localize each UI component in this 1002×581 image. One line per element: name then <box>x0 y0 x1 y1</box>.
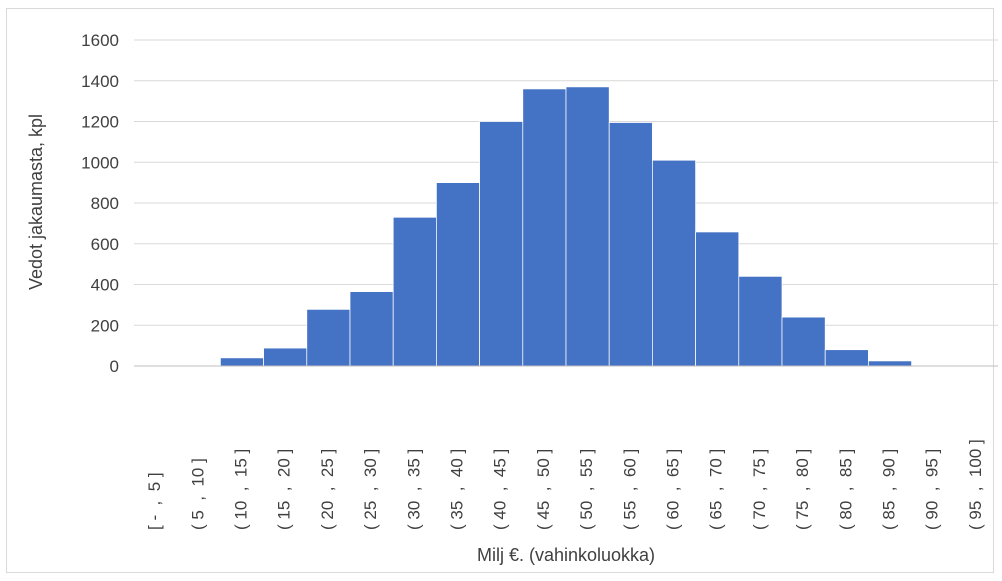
bar <box>781 316 826 367</box>
x-tick-label: ( 25 , 30 ] <box>361 449 380 530</box>
x-tick-label: ( 85 , 90 ] <box>879 449 898 530</box>
x-tick-label: [ - , 5 ] <box>145 472 164 530</box>
y-tick-label: 0 <box>110 357 119 376</box>
bar <box>392 216 437 367</box>
x-tick-label: ( 75 , 80 ] <box>793 449 812 530</box>
bar <box>824 349 869 367</box>
x-tick-label: ( 70 , 75 ] <box>750 449 769 530</box>
y-tick-label: 600 <box>91 235 119 254</box>
bar <box>436 182 480 367</box>
y-tick-label: 1400 <box>81 72 119 91</box>
x-tick-label: ( 30 , 35 ] <box>404 449 423 530</box>
bar <box>608 122 653 367</box>
y-tick-labels: 0 200 400 600 800 1000 1200 1400 1600 <box>81 31 119 376</box>
x-tick-label: ( 80 , 85 ] <box>836 449 855 530</box>
bars <box>220 86 912 367</box>
bar <box>349 291 394 367</box>
bar <box>220 357 264 367</box>
x-tick-label: ( 5 , 10 ] <box>188 458 207 530</box>
x-tick-label: ( 40 , 45 ] <box>491 449 510 530</box>
bar <box>738 275 783 367</box>
y-tick-label: 1000 <box>81 153 119 172</box>
x-tick-label: ( 95 , 100 ] <box>966 439 985 530</box>
y-tick-label: 1200 <box>81 113 119 132</box>
x-tick-label: ( 65 , 70 ] <box>707 449 726 530</box>
x-tick-label: ( 90 , 95 ] <box>923 449 942 530</box>
y-tick-label: 400 <box>91 276 119 295</box>
bar <box>695 231 740 367</box>
x-tick-label: ( 55 , 60 ] <box>620 449 639 530</box>
x-tick-label: ( 15 , 20 ] <box>275 449 294 530</box>
bar <box>479 121 524 367</box>
y-tick-label: 200 <box>91 316 119 335</box>
x-tick-label: ( 20 , 25 ] <box>318 449 337 530</box>
x-tick-label: ( 45 , 50 ] <box>534 449 553 530</box>
x-tick-labels: [ - , 5 ] ( 5 , 10 ] ( 10 , 15 ] ( 15 , 20 … <box>145 439 985 530</box>
y-tick-label: 800 <box>91 194 119 213</box>
bar <box>868 360 912 367</box>
x-axis-title: Milj €. (vahinkoluokka) <box>477 545 655 565</box>
bar <box>522 88 567 367</box>
bar <box>652 159 696 367</box>
bar <box>263 347 308 367</box>
x-tick-label: ( 35 , 40 ] <box>447 449 466 530</box>
x-tick-label: ( 10 , 15 ] <box>231 449 250 530</box>
x-tick-label: ( 60 , 65 ] <box>663 449 682 530</box>
bar <box>306 308 351 367</box>
x-tick-label: ( 50 , 55 ] <box>577 449 596 530</box>
bar <box>565 86 610 367</box>
y-tick-label: 1600 <box>81 31 119 50</box>
y-axis-title: Vedot jakaumasta, kpl <box>26 114 46 290</box>
